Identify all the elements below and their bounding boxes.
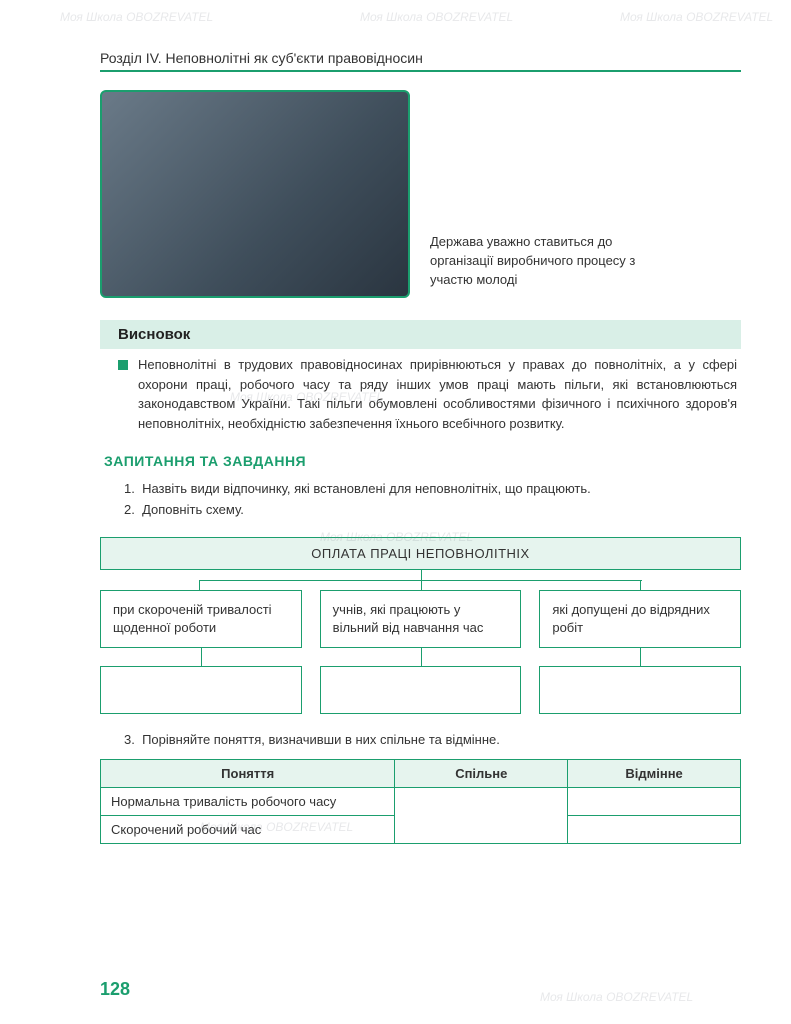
diagram-box-1-empty [100,666,302,714]
diagram-connector [320,648,522,666]
watermark: Моя Школа OBOZREVATEL [360,10,513,24]
photo-caption: Держава уважно ставиться до організації … [430,233,660,298]
watermark: Моя Школа OBOZREVATEL [60,10,213,24]
diagram-connector [539,648,741,666]
table-row: Нормальна тривалість робочого часу [101,787,741,815]
photo-row: Держава уважно ставиться до організації … [100,90,741,298]
table-cell-common [395,787,568,843]
textbook-photo [100,90,410,298]
table-cell-concept-2: Скорочений робочий час [101,815,395,843]
table-header-concept: Поняття [101,759,395,787]
table-header-diff: Відмінне [568,759,741,787]
bullet-icon [118,360,128,370]
conclusion-title: Висновок [100,320,741,349]
qa-heading: ЗАПИТАННЯ ТА ЗАВДАННЯ [100,453,741,469]
question-3: 3. Порівняйте поняття, визначивши в них … [100,732,741,747]
payment-diagram: ОПЛАТА ПРАЦІ НЕПОВНОЛІТНІХ при скорочені… [100,537,741,714]
diagram-title: ОПЛАТА ПРАЦІ НЕПОВНОЛІТНІХ [100,537,741,570]
watermark: Моя Школа OBOZREVATEL [620,10,773,24]
question-2: 2. Доповніть схему. [124,500,741,521]
diagram-connector [100,648,302,666]
table-header-common: Спільне [395,759,568,787]
table-cell-diff-1 [568,787,741,815]
question-1: 1. Назвіть види відпочинку, які встановл… [124,479,741,500]
conclusion-text: Неповнолітні в трудових правовідносинах … [138,355,737,433]
comparison-table: Поняття Спільне Відмінне Нормальна трива… [100,759,741,844]
watermark: Моя Школа OBOZREVATEL [540,990,693,1004]
diagram-box-3-empty [539,666,741,714]
qa-list: 1. Назвіть види відпочинку, які встановл… [100,479,741,521]
table-header-row: Поняття Спільне Відмінне [101,759,741,787]
page-number: 128 [100,979,130,1000]
diagram-box-1: при скороченій тривалості щоденної робот… [100,590,302,648]
diagram-connectors [100,570,741,590]
diagram-box-2-empty [320,666,522,714]
section-header: Розділ IV. Неповнолітні як суб'єкти прав… [100,50,741,72]
conclusion-block: Висновок Неповнолітні в трудових правові… [100,320,741,433]
table-cell-concept-1: Нормальна тривалість робочого часу [101,787,395,815]
diagram-box-3: які допущені до відрядних робіт [539,590,741,648]
diagram-box-2: учнів, які працюють у вільний від навчан… [320,590,522,648]
table-cell-diff-2 [568,815,741,843]
